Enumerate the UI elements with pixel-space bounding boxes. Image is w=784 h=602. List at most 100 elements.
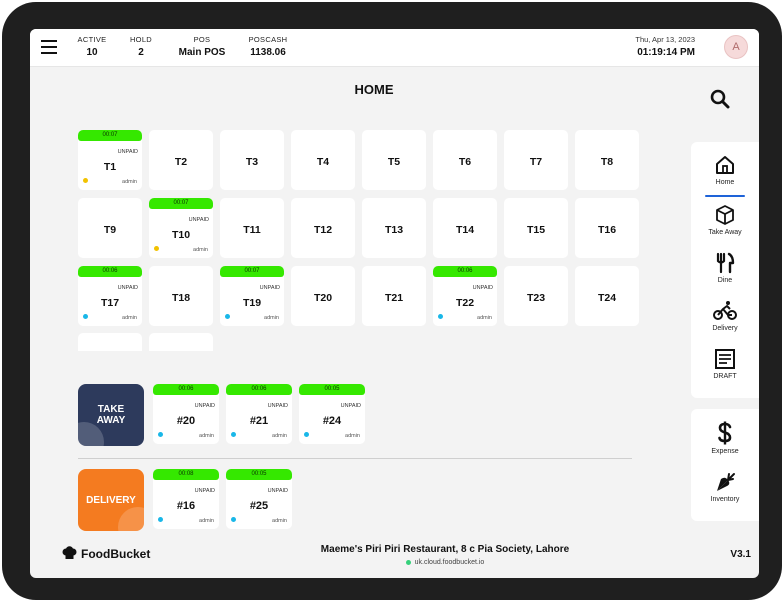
order-timer: 00:06 xyxy=(226,384,292,395)
assigned-user: admin xyxy=(264,315,279,321)
nav-label: DRAFT xyxy=(713,373,737,380)
table-card[interactable]: T12 xyxy=(291,198,355,258)
table-card[interactable]: T11 xyxy=(220,198,284,258)
table-name: T10 xyxy=(171,229,191,241)
stat-hold: HOLD 2 xyxy=(126,35,156,58)
table-card[interactable]: T7 xyxy=(504,130,568,190)
table-card[interactable]: T8 xyxy=(575,130,639,190)
table-name: T21 xyxy=(384,292,404,304)
takeaway-label: TAKE AWAY xyxy=(78,404,144,426)
table-name: T8 xyxy=(600,156,614,168)
assigned-user: admin xyxy=(477,315,492,321)
table-card[interactable]: T16 xyxy=(575,198,639,258)
takeaway-label-line2: AWAY xyxy=(96,415,126,426)
assigned-user: admin xyxy=(122,315,137,321)
payment-status: UNPAID xyxy=(117,285,138,291)
table-name: T2 xyxy=(174,156,188,168)
table-card[interactable]: T23 xyxy=(504,266,568,326)
table-card[interactable]: T6 xyxy=(433,130,497,190)
app-screen: ACTIVE 10 HOLD 2 POS Main POS POSCASH 11… xyxy=(30,29,759,578)
table-card[interactable]: T3 xyxy=(220,130,284,190)
status-dot xyxy=(225,314,230,319)
table-card[interactable]: T24 xyxy=(575,266,639,326)
hamburger-menu-icon[interactable] xyxy=(41,40,57,54)
current-date: Thu, Apr 13, 2023 xyxy=(635,35,695,44)
nav-item-expense[interactable]: Expense xyxy=(691,421,759,465)
order-timer: 00:07 xyxy=(78,130,142,141)
server-url-text: uk.cloud.foodbucket.io xyxy=(414,559,485,566)
payment-status: UNPAID xyxy=(267,403,288,409)
utensils-icon xyxy=(716,252,735,274)
table-card[interactable]: T15 xyxy=(504,198,568,258)
order-timer: 00:07 xyxy=(220,266,284,277)
table-card[interactable]: T20 xyxy=(291,266,355,326)
status-dot xyxy=(231,432,236,437)
table-name: T11 xyxy=(243,224,261,236)
order-card[interactable]: 00:08 UNPAID #16 admin xyxy=(153,469,219,529)
status-dot xyxy=(438,314,443,319)
order-number: #21 xyxy=(249,415,269,427)
order-timer: 00:07 xyxy=(149,198,213,209)
stat-value: Main POS xyxy=(178,47,226,58)
nav-item-dine[interactable]: Dine xyxy=(691,252,759,296)
stat-value: 10 xyxy=(86,47,98,58)
table-name: T4 xyxy=(316,156,330,168)
nav-item-take-away[interactable]: Take Away xyxy=(691,204,759,248)
server-url: uk.cloud.foodbucket.io xyxy=(260,559,630,566)
order-number: #20 xyxy=(176,415,196,427)
stat-label: POSCASH xyxy=(248,35,288,44)
table-name: T13 xyxy=(384,224,404,236)
table-name: T5 xyxy=(387,156,401,168)
order-card[interactable]: 00:05 UNPAID #24 admin xyxy=(299,384,365,444)
nav-item-draft[interactable]: DRAFT xyxy=(691,348,759,392)
stat-label: ACTIVE xyxy=(77,35,107,44)
table-card-partial[interactable] xyxy=(78,333,142,351)
status-dot xyxy=(158,432,163,437)
nav-item-home[interactable]: Home xyxy=(691,154,759,198)
stat-poscash: POSCASH 1138.06 xyxy=(244,35,292,58)
table-card[interactable]: T9 xyxy=(78,198,142,258)
order-timer: 00:06 xyxy=(153,384,219,395)
nav-item-delivery[interactable]: Delivery xyxy=(691,300,759,344)
assigned-user: admin xyxy=(199,518,214,524)
table-card[interactable]: T14 xyxy=(433,198,497,258)
delivery-label: DELIVERY xyxy=(86,495,136,506)
table-card[interactable]: T13 xyxy=(362,198,426,258)
delivery-tile[interactable]: DELIVERY xyxy=(78,469,144,531)
table-card-partial[interactable] xyxy=(149,333,213,351)
table-card[interactable]: T4 xyxy=(291,130,355,190)
assigned-user: admin xyxy=(122,179,137,185)
current-time: 01:19:14 PM xyxy=(637,47,695,58)
table-name: T18 xyxy=(171,292,191,304)
assigned-user: admin xyxy=(272,433,287,439)
table-card[interactable]: 00:06 UNPAID admin T22 xyxy=(433,266,497,326)
search-icon[interactable] xyxy=(710,89,730,109)
table-card[interactable]: T21 xyxy=(362,266,426,326)
order-card[interactable]: 00:05 UNPAID #25 admin xyxy=(226,469,292,529)
payment-status: UNPAID xyxy=(267,488,288,494)
bicycle-icon xyxy=(713,301,737,320)
assigned-user: admin xyxy=(199,433,214,439)
table-card[interactable]: T18 xyxy=(149,266,213,326)
table-card[interactable]: 00:07 UNPAID admin T1 xyxy=(78,130,142,190)
payment-status: UNPAID xyxy=(340,403,361,409)
table-card[interactable]: 00:06 UNPAID admin T17 xyxy=(78,266,142,326)
order-card[interactable]: 00:06 UNPAID #21 admin xyxy=(226,384,292,444)
order-card[interactable]: 00:06 UNPAID #20 admin xyxy=(153,384,219,444)
dollar-icon xyxy=(718,421,732,445)
table-card[interactable]: 00:07 UNPAID admin T19 xyxy=(220,266,284,326)
table-card[interactable]: T2 xyxy=(149,130,213,190)
takeaway-tile[interactable]: TAKE AWAY xyxy=(78,384,144,446)
nav-item-inventory[interactable]: Inventory xyxy=(691,471,759,515)
app-version: V3.1 xyxy=(730,549,751,560)
order-number: #16 xyxy=(176,500,196,512)
user-avatar[interactable]: A xyxy=(724,35,748,59)
nav-label: Expense xyxy=(711,448,739,455)
active-indicator xyxy=(705,195,745,197)
status-dot xyxy=(158,517,163,522)
table-card[interactable]: 00:07 UNPAID admin T10 xyxy=(149,198,213,258)
order-timer: 00:08 xyxy=(153,469,219,480)
table-card[interactable]: T5 xyxy=(362,130,426,190)
stat-value: 1138.06 xyxy=(250,47,286,58)
table-name: T9 xyxy=(103,224,117,236)
